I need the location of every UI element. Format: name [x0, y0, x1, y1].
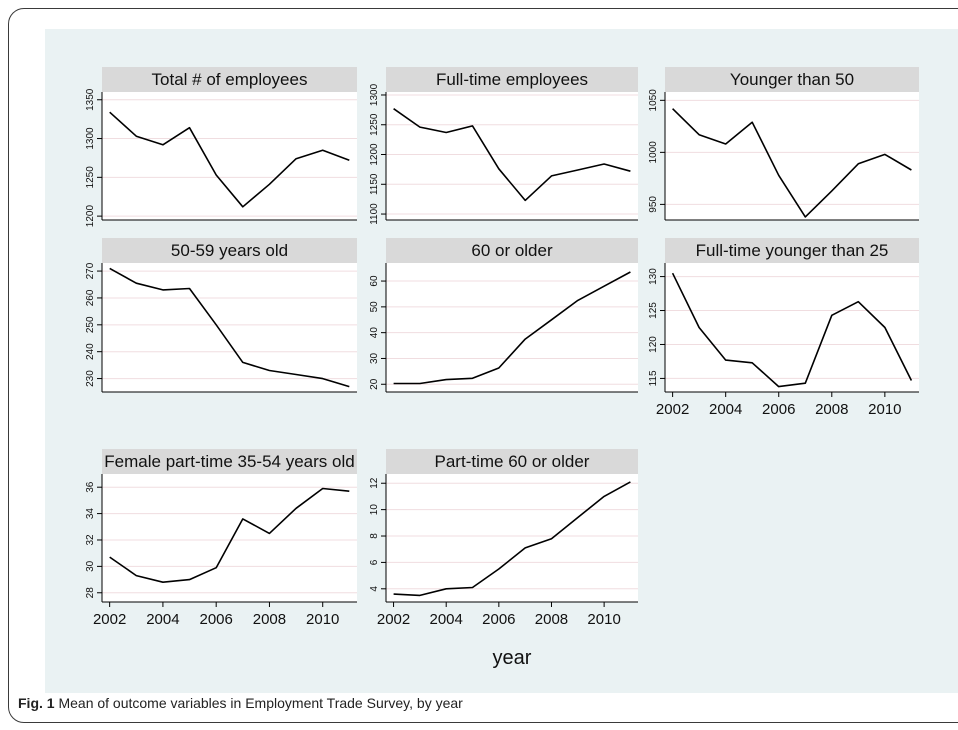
y-tick-label: 30 [85, 560, 96, 572]
y-tick-label: 8 [369, 533, 380, 539]
figure-caption: Fig. 1 Mean of outcome variables in Empl… [18, 695, 463, 711]
series-line [671, 272, 913, 388]
series-line [109, 267, 350, 388]
y-tick-label: 6 [369, 559, 380, 565]
y-tick-label: 230 [85, 370, 96, 387]
panel-title: Total # of employees [152, 70, 308, 89]
x-axis-label: year [493, 647, 532, 669]
y-tick-label: 1000 [648, 141, 659, 164]
x-tick-label: 2008 [253, 611, 286, 628]
y-tick-label: 20 [369, 378, 380, 390]
x-tick-label: 2010 [587, 611, 620, 628]
panel-title: Part-time 60 or older [435, 452, 590, 471]
panel-title-bar [386, 67, 638, 92]
y-tick-label: 1050 [648, 89, 659, 112]
y-tick-label: 1250 [369, 113, 380, 136]
y-tick-label: 950 [648, 196, 659, 213]
x-tick-label: 2006 [199, 611, 232, 628]
y-tick-label: 40 [369, 327, 380, 339]
panel-5: 60 or older 20 30 40 50 60 [369, 238, 638, 393]
panel-plot-bg [102, 92, 357, 220]
x-tick-label: 2004 [146, 611, 179, 628]
chart-svg: Total # of employees1200125013001350Full… [45, 29, 958, 693]
y-tick-label: 30 [369, 352, 380, 364]
caption-text: Mean of outcome variables in Employment … [58, 695, 463, 711]
panel-title: Younger than 50 [730, 70, 854, 89]
series-line [393, 271, 631, 385]
y-tick-label: 36 [85, 481, 96, 493]
y-tick-label: 250 [85, 316, 96, 333]
y-tick-label: 125 [648, 302, 659, 319]
x-tick-label: 2010 [868, 401, 901, 418]
x-tick-label: 2010 [306, 611, 339, 628]
panel-title: Female part-time 35-54 years old [104, 452, 354, 471]
panel-title-bar [665, 238, 919, 263]
y-tick-label: 12 [369, 477, 380, 489]
series-line [393, 108, 631, 202]
series-line [672, 108, 912, 218]
panel-1: Total # of employees 1200 1250 1300 1350 [85, 67, 357, 227]
y-tick-label: 1200 [85, 205, 96, 228]
panel-plot-bg [386, 263, 638, 392]
panel-plot-bg [102, 263, 357, 392]
y-tick-label: 1250 [85, 166, 96, 189]
panel-plot-bg [102, 474, 357, 602]
y-tick-label: 4 [369, 586, 380, 592]
y-tick-label: 1100 [369, 203, 380, 225]
y-tick-label: 1350 [85, 88, 96, 111]
panel-title: 60 or older [471, 241, 553, 260]
panel-plot-bg [665, 92, 919, 220]
y-tick-label: 1300 [369, 83, 380, 106]
figure-frame: Total # of employees 1200 1250 1300 1350 Full… [8, 8, 958, 723]
panel-8: Part-time 60 or older 4 6 8 10 12 2002 2004 2006… [369, 449, 638, 628]
x-tick-label: 2006 [482, 611, 515, 628]
x-tick-label: 2002 [377, 611, 410, 628]
series-line [109, 487, 350, 584]
y-tick-label: 34 [85, 508, 96, 520]
panel-title: 50-59 years old [171, 241, 288, 260]
y-tick-label: 120 [648, 336, 659, 353]
panel-title-bar [102, 449, 357, 474]
series-line [393, 481, 631, 597]
panel-plot-bg [665, 263, 919, 392]
panel-plot-bg [386, 474, 638, 602]
y-tick-label: 1150 [369, 173, 380, 195]
panel-title-bar [386, 449, 638, 474]
x-tick-label: 2008 [535, 611, 568, 628]
plot-area: Total # of employees 1200 1250 1300 1350 Full… [45, 29, 958, 693]
panel-3: Younger than 50 950 1000 1050 [648, 67, 919, 221]
panel-6: Full-time younger than 25 115 120 125 130 200… [648, 238, 919, 418]
panel-title-bar [102, 238, 357, 263]
panel-plot-bg [386, 92, 638, 220]
y-tick-label: 28 [85, 587, 96, 599]
x-tick-label: 2004 [430, 611, 463, 628]
panel-2: Full-time employees 1100 1150 1200 1250 1300 [369, 67, 638, 225]
y-tick-label: 1300 [85, 127, 96, 150]
x-tick-label: 2006 [762, 401, 795, 418]
panel-title-bar [386, 238, 638, 263]
y-tick-label: 50 [369, 301, 380, 313]
y-tick-label: 32 [85, 534, 96, 546]
x-tick-label: 2008 [815, 401, 848, 418]
y-tick-label: 260 [85, 289, 96, 306]
panel-7: Female part-time 35-54 years old 28 30 32 34… [85, 449, 357, 628]
y-tick-label: 115 [648, 370, 659, 386]
y-tick-label: 130 [648, 268, 659, 285]
panel-title-bar [102, 67, 357, 92]
y-tick-label: 1200 [369, 143, 380, 166]
y-tick-label: 270 [85, 262, 96, 279]
y-tick-label: 240 [85, 343, 96, 360]
panel-4: 50-59 years old 230 240 250 260 270 [85, 238, 357, 393]
x-tick-label: 2002 [93, 611, 126, 628]
panel-title: Full-time younger than 25 [696, 241, 889, 260]
series-line [109, 111, 350, 208]
y-tick-label: 10 [369, 504, 380, 516]
x-tick-label: 2002 [656, 401, 689, 418]
panel-title-bar [665, 67, 919, 92]
x-tick-label: 2004 [709, 401, 742, 418]
panel-title: Full-time employees [436, 70, 588, 89]
y-tick-label: 60 [369, 275, 380, 287]
caption-label: Fig. 1 [18, 695, 55, 711]
